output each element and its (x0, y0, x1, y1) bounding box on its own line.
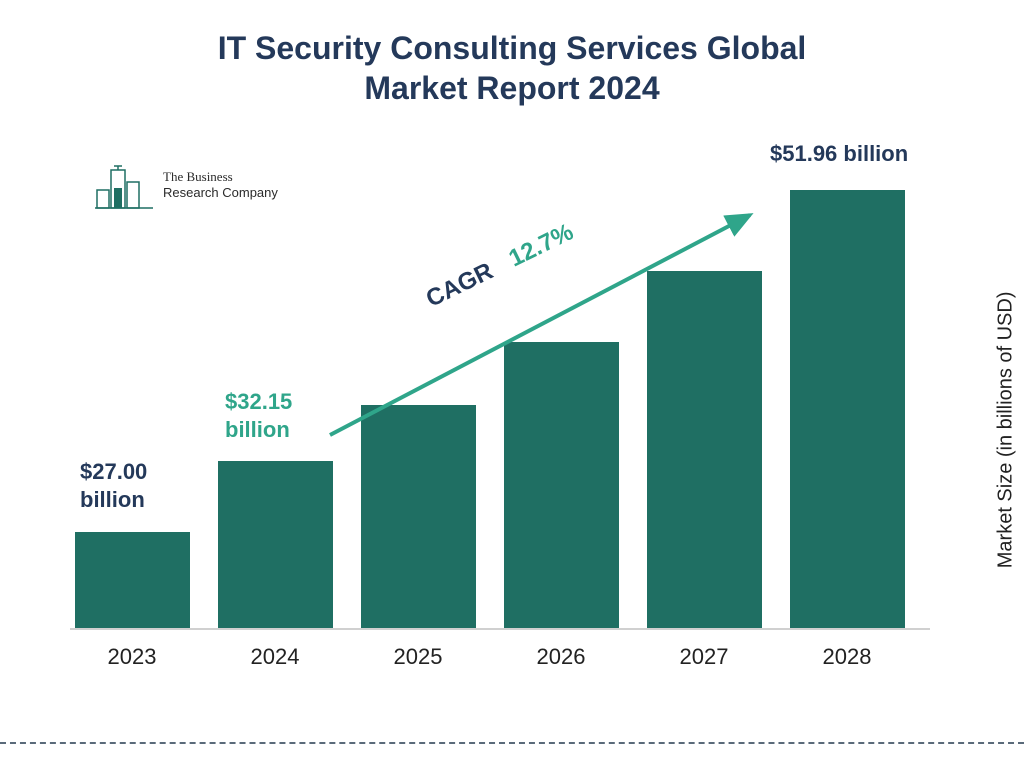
bottom-dashed-divider (0, 742, 1024, 744)
vl2024-unit: billion (225, 417, 290, 442)
title-line1: IT Security Consulting Services Global (218, 30, 807, 66)
value-label-2024: $32.15 billion (225, 388, 292, 443)
xlabel-2025: 2025 (358, 644, 478, 670)
bar-chart: 2023 2024 2025 2026 2027 2028 (70, 150, 930, 680)
xlabel-2023: 2023 (72, 644, 192, 670)
plot-area (70, 150, 930, 630)
title-line2: Market Report 2024 (364, 70, 659, 106)
vl2023-unit: billion (80, 487, 145, 512)
xlabel-2024: 2024 (215, 644, 335, 670)
value-label-2028: $51.96 billion (770, 140, 908, 168)
bar-2023 (75, 532, 190, 628)
bar-2028 (790, 190, 905, 628)
y-axis-label: Market Size (in billions of USD) (995, 292, 1018, 569)
chart-title: IT Security Consulting Services Global M… (0, 28, 1024, 108)
xlabel-2028: 2028 (787, 644, 907, 670)
xlabel-2027: 2027 (644, 644, 764, 670)
bar-2024 (218, 461, 333, 628)
vl2023-amt: $27.00 (80, 459, 147, 484)
value-label-2023: $27.00 billion (80, 458, 147, 513)
vl2028-amt: $51.96 billion (770, 141, 908, 166)
xlabel-2026: 2026 (501, 644, 621, 670)
vl2024-amt: $32.15 (225, 389, 292, 414)
